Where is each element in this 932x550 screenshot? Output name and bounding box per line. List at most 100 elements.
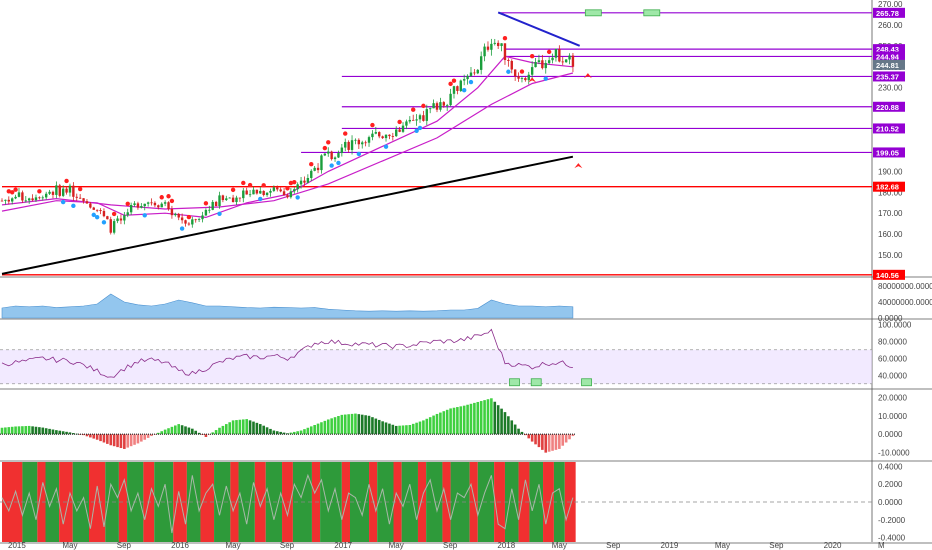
macd-bar <box>343 414 347 435</box>
macd-bar <box>208 434 211 435</box>
sell-signal-marker <box>502 36 508 41</box>
candle-body <box>452 86 456 94</box>
sell-signal-marker <box>288 180 294 186</box>
macd-bar <box>143 434 147 440</box>
price-pane[interactable]: 150.00160.00170.00180.00190.00200.00210.… <box>0 0 903 276</box>
macd-bar <box>163 429 167 435</box>
macd-bar <box>221 425 225 435</box>
price-label-box <box>873 71 905 82</box>
time-tick-label: May <box>715 541 730 550</box>
macd-bar <box>224 424 228 435</box>
macd-bar <box>170 426 174 435</box>
ema-slow-line <box>1 72 574 210</box>
candle-body <box>286 195 289 198</box>
candle-body <box>269 190 272 193</box>
macd-bar <box>401 425 405 435</box>
time-tick-label: 2019 <box>661 541 679 550</box>
candle-body <box>483 46 486 57</box>
buy-signal-marker <box>94 214 100 220</box>
macd-bar <box>34 426 38 435</box>
macd-bar <box>456 407 459 435</box>
macd-bar <box>106 434 109 444</box>
candle-body <box>208 209 211 211</box>
candle-body <box>459 80 462 91</box>
candle-body <box>439 102 442 110</box>
candle-body <box>527 74 530 81</box>
price-label-box <box>873 147 905 158</box>
sell-signal-marker <box>448 81 453 87</box>
macd-bar <box>459 406 463 435</box>
up-arrow-marker <box>528 77 537 83</box>
candle-body <box>517 76 520 79</box>
price-tick-label: 230.00 <box>878 84 903 93</box>
buy-signal-marker <box>336 160 341 166</box>
volume-tick-label: 40000000.0000 <box>878 298 932 307</box>
oscillator-regime-block <box>518 462 530 542</box>
up-arrow-marker <box>583 73 592 79</box>
macd-bar <box>235 420 238 435</box>
candle-body <box>146 202 150 204</box>
macd-bar <box>313 425 316 435</box>
rsi-pane[interactable]: 100.0000 80.0000 60.0000 40.0000 <box>0 320 912 387</box>
macd-bar <box>123 434 126 449</box>
candle-body <box>167 202 170 210</box>
candle-body <box>153 202 157 206</box>
macd-bar <box>309 426 313 435</box>
macd-bar <box>490 398 493 435</box>
macd-bar <box>377 419 381 435</box>
candle-body <box>61 188 65 196</box>
macd-bar <box>238 419 242 435</box>
oscillator-line <box>1 473 574 534</box>
macd-bar <box>496 405 500 435</box>
candle-body <box>476 69 479 74</box>
candle-body <box>571 55 575 67</box>
candle-body <box>493 42 496 44</box>
oscillator-tick-label: -0.2000 <box>878 516 906 525</box>
macd-bar <box>68 432 72 435</box>
sell-signal-marker <box>125 201 130 206</box>
macd-bar <box>157 432 160 435</box>
candle-body <box>408 119 412 122</box>
sell-signal-marker <box>326 140 331 145</box>
price-tick-label: 160.00 <box>878 230 903 239</box>
macd-bar <box>493 401 497 435</box>
candle-body <box>235 197 238 203</box>
macd-bar <box>544 434 548 453</box>
candle-body <box>14 196 17 199</box>
macd-bar <box>10 426 14 435</box>
oscillator-pane[interactable]: 0.4000 0.2000 0.0000 -0.2000 -0.4000 <box>0 462 906 543</box>
candle-body <box>316 167 320 171</box>
macd-bar <box>510 420 514 435</box>
candle-body <box>561 61 564 63</box>
macd-bar <box>520 431 524 435</box>
macd-bar <box>547 434 551 452</box>
macd-bar <box>513 424 517 435</box>
candle-body <box>75 196 78 198</box>
candle-body <box>65 188 68 193</box>
candle-body <box>537 60 541 63</box>
candle-body <box>384 134 388 139</box>
candle-body <box>24 200 27 202</box>
sell-signal-marker <box>241 180 246 186</box>
macd-bar <box>245 419 248 435</box>
macd-bar <box>136 434 140 444</box>
macd-bar <box>211 432 215 435</box>
sell-signal-marker <box>203 201 209 206</box>
candle-body <box>119 218 123 221</box>
macd-pane[interactable]: 20.0000 10.0000 0.0000 -10.0000 <box>0 393 910 458</box>
macd-bar <box>391 424 395 435</box>
macd-bar <box>398 425 401 435</box>
long-trendline <box>1 155 574 275</box>
macd-bar <box>17 426 21 435</box>
time-tick-label: May <box>389 541 404 550</box>
candle-body <box>320 155 323 171</box>
sell-signal-marker <box>261 183 266 188</box>
volume-pane[interactable]: 80000000.0000 40000000.0000 0.0000 <box>1 282 932 323</box>
candle-body <box>255 189 259 194</box>
macd-bar <box>384 422 388 435</box>
buy-signal-marker <box>329 163 334 168</box>
oscillator-regime-block <box>393 462 402 542</box>
candle-body <box>177 213 180 218</box>
candle-body <box>503 43 507 61</box>
sell-signal-marker <box>421 103 426 109</box>
